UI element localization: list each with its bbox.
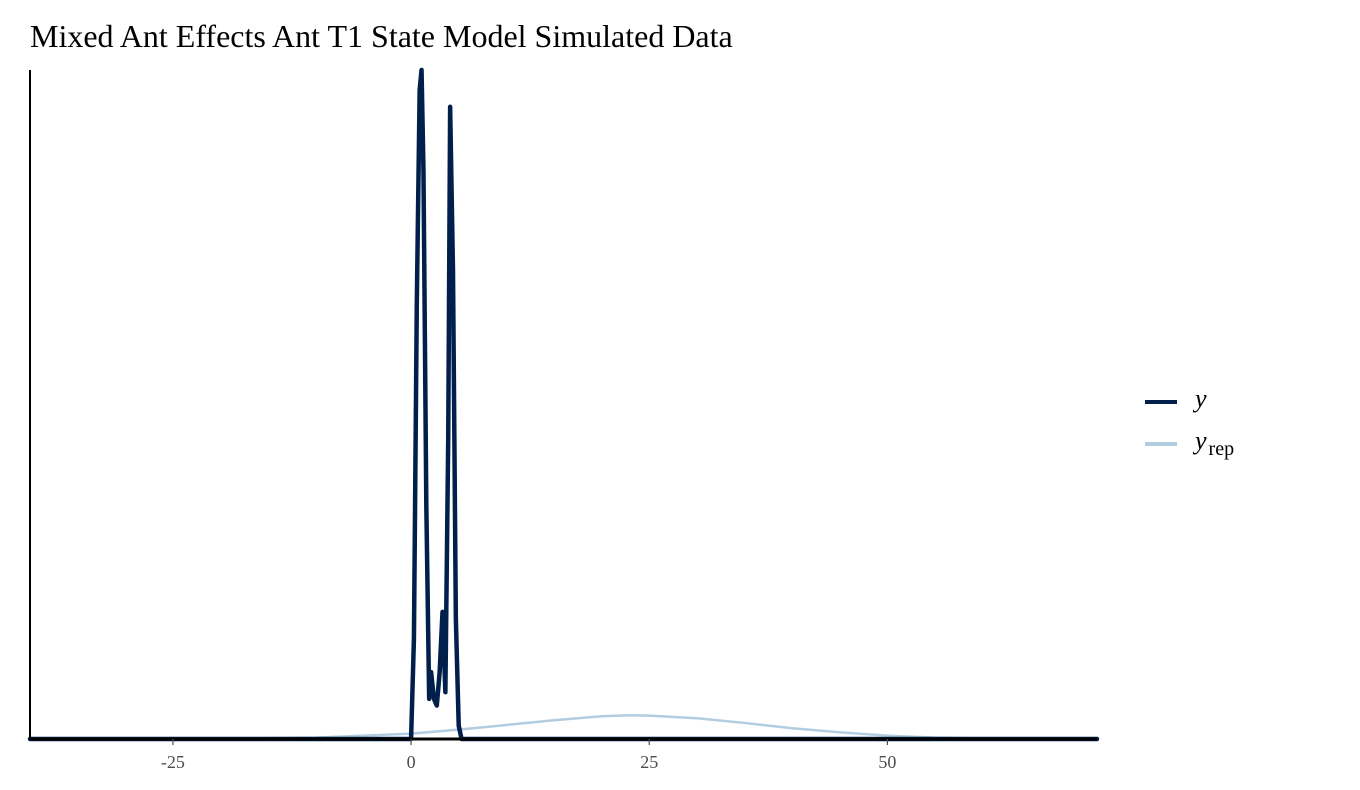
x-tick-label: -25 [161, 752, 185, 772]
legend: y y rep [1145, 382, 1285, 466]
plot-area: -25 0 25 50 [27, 67, 1100, 772]
series-line-y-rep [28, 714, 1099, 741]
legend-item-y: y [1145, 382, 1285, 424]
x-tick-label: 0 [407, 752, 416, 772]
series-line-y [27, 67, 1100, 742]
x-tick-label: 50 [878, 752, 896, 772]
chart-title: Mixed Ant Effects Ant T1 State Model Sim… [30, 18, 733, 54]
legend-label-y-main: y [1195, 384, 1207, 413]
legend-label-y: y [1195, 382, 1207, 416]
legend-label-y-rep: y rep [1195, 424, 1234, 460]
legend-label-y-rep-sub: rep [1208, 438, 1235, 460]
legend-key-y-rep [1145, 442, 1177, 446]
x-tick-label: 25 [640, 752, 658, 772]
legend-item-y-rep: y rep [1145, 424, 1285, 466]
legend-key-y [1145, 400, 1177, 404]
legend-label-y-rep-main: y [1195, 426, 1207, 455]
